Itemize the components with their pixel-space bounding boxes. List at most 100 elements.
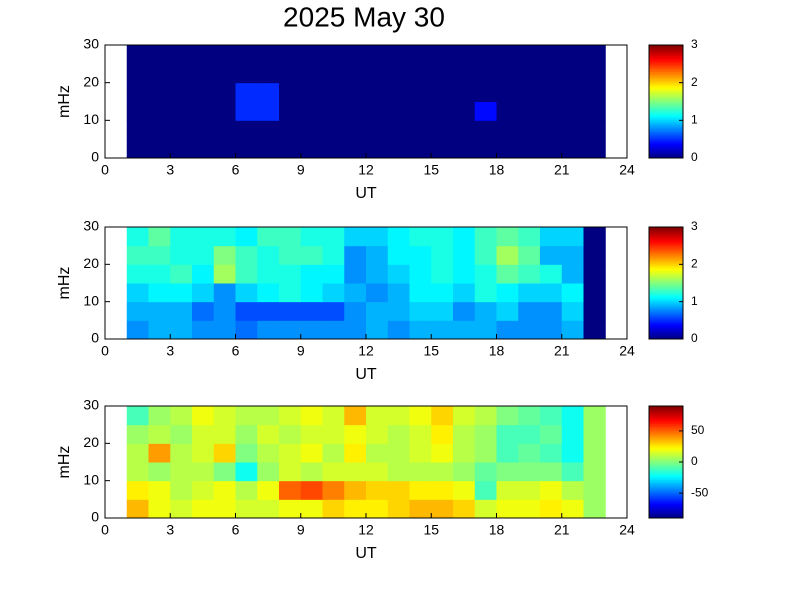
heatmap-cell <box>344 227 367 247</box>
heatmap-cell <box>257 82 280 102</box>
colorbar-swatch <box>649 235 683 238</box>
colorbar-swatch <box>649 276 683 279</box>
colorbar-swatch <box>649 120 683 124</box>
colorbar-swatch <box>649 314 683 317</box>
heatmap-cell <box>235 320 258 340</box>
heatmap-cell <box>300 45 323 65</box>
colorbar-swatch <box>649 108 683 111</box>
colorbar-swatch <box>649 115 683 118</box>
heatmap-cell <box>148 443 171 463</box>
colorbar-swatch <box>649 256 683 259</box>
heatmap-cell <box>213 480 236 500</box>
x-tick-label: 18 <box>489 162 505 178</box>
heatmap-cell <box>213 406 236 426</box>
colorbar-swatch <box>649 512 683 515</box>
heatmap-cell <box>148 462 171 482</box>
heatmap-cell <box>453 480 476 500</box>
heatmap-cell <box>540 45 563 65</box>
colorbar-swatch <box>649 244 683 247</box>
heatmap-cell <box>409 462 432 482</box>
heatmap-cell <box>279 264 302 284</box>
colorbar-tick-label: 2 <box>691 75 698 89</box>
heatmap-cell <box>387 63 410 84</box>
heatmap-cell <box>409 227 432 247</box>
heatmap-cell <box>409 120 432 140</box>
heatmap-cell <box>126 139 149 159</box>
colorbar-swatch <box>649 418 683 421</box>
heatmap-cell <box>474 227 497 247</box>
colorbar-swatch <box>649 495 683 498</box>
colorbar-swatch <box>649 300 683 303</box>
heatmap-cell <box>518 406 541 426</box>
colorbar-swatch <box>649 451 683 454</box>
heatmap-cell <box>387 320 410 340</box>
colorbar-swatch <box>649 425 683 428</box>
heatmap-cell <box>453 139 476 159</box>
heatmap-cell <box>540 245 563 265</box>
heatmap-cell <box>583 301 606 321</box>
heatmap-cell <box>257 462 280 482</box>
colorbar-swatch <box>649 416 683 419</box>
heatmap-cell <box>496 424 519 444</box>
heatmap-cell <box>192 139 215 159</box>
colorbar-swatch <box>649 97 683 101</box>
colorbar-swatch <box>649 460 683 463</box>
heatmap-cell <box>322 406 345 426</box>
heatmap-cell <box>387 462 410 482</box>
y-tick-label: 0 <box>91 149 99 165</box>
heatmap-cell <box>366 443 389 463</box>
heatmap-cell <box>474 264 497 284</box>
colorbar-swatch <box>649 119 683 122</box>
heatmap-cell <box>453 424 476 444</box>
heatmap-cell <box>148 82 171 102</box>
heatmap-cell <box>344 45 367 65</box>
x-tick-label: 6 <box>232 162 240 178</box>
colorbar-swatch <box>649 92 683 95</box>
colorbar-swatch <box>649 284 683 287</box>
heatmap-cell <box>453 45 476 65</box>
heatmap-cell <box>409 101 432 121</box>
heatmap-cell <box>279 45 302 65</box>
colorbar-swatch <box>649 82 683 85</box>
heatmap-cell <box>583 139 606 159</box>
colorbar-swatch <box>649 255 683 258</box>
colorbar-swatch <box>649 481 683 484</box>
heatmap-cell <box>192 406 215 426</box>
heatmap-cell <box>583 63 606 84</box>
colorbar-swatch <box>649 511 683 514</box>
heatmap-cell <box>453 462 476 482</box>
colorbar-swatch <box>649 507 683 510</box>
heatmap-cell <box>366 301 389 321</box>
colorbar-swatch <box>649 472 683 475</box>
colorbar-swatch <box>649 449 683 452</box>
heatmap-cell <box>257 264 280 284</box>
heatmap-cell <box>387 45 410 65</box>
heatmap-cell <box>322 101 345 121</box>
colorbar-swatch <box>649 332 683 335</box>
heatmap-cell <box>344 320 367 340</box>
heatmap-cell <box>257 480 280 500</box>
heatmap-cell <box>409 139 432 159</box>
heatmap-cell <box>453 406 476 426</box>
heatmap-cell <box>279 227 302 247</box>
heatmap-cell <box>322 283 345 303</box>
colorbar-swatch <box>649 67 683 71</box>
heatmap-cell <box>518 424 541 444</box>
colorbar-swatch <box>649 456 683 459</box>
colorbar-swatch <box>649 75 683 78</box>
heatmap-cell <box>126 406 149 426</box>
heatmap-cell <box>148 480 171 500</box>
heatmap-cell <box>192 283 215 303</box>
heatmap-cell <box>344 139 367 159</box>
heatmap-cell <box>431 245 454 265</box>
colorbar-swatch <box>649 138 683 141</box>
heatmap-cell <box>344 424 367 444</box>
heatmap-cell <box>300 424 323 444</box>
heatmap-cell <box>300 480 323 500</box>
x-axis-label: UT <box>355 366 377 383</box>
heatmap-cell <box>496 101 519 121</box>
heatmap-cell <box>170 120 193 140</box>
heatmap-cell <box>126 264 149 284</box>
colorbar-swatch <box>649 288 683 291</box>
x-tick-label: 24 <box>619 522 635 538</box>
